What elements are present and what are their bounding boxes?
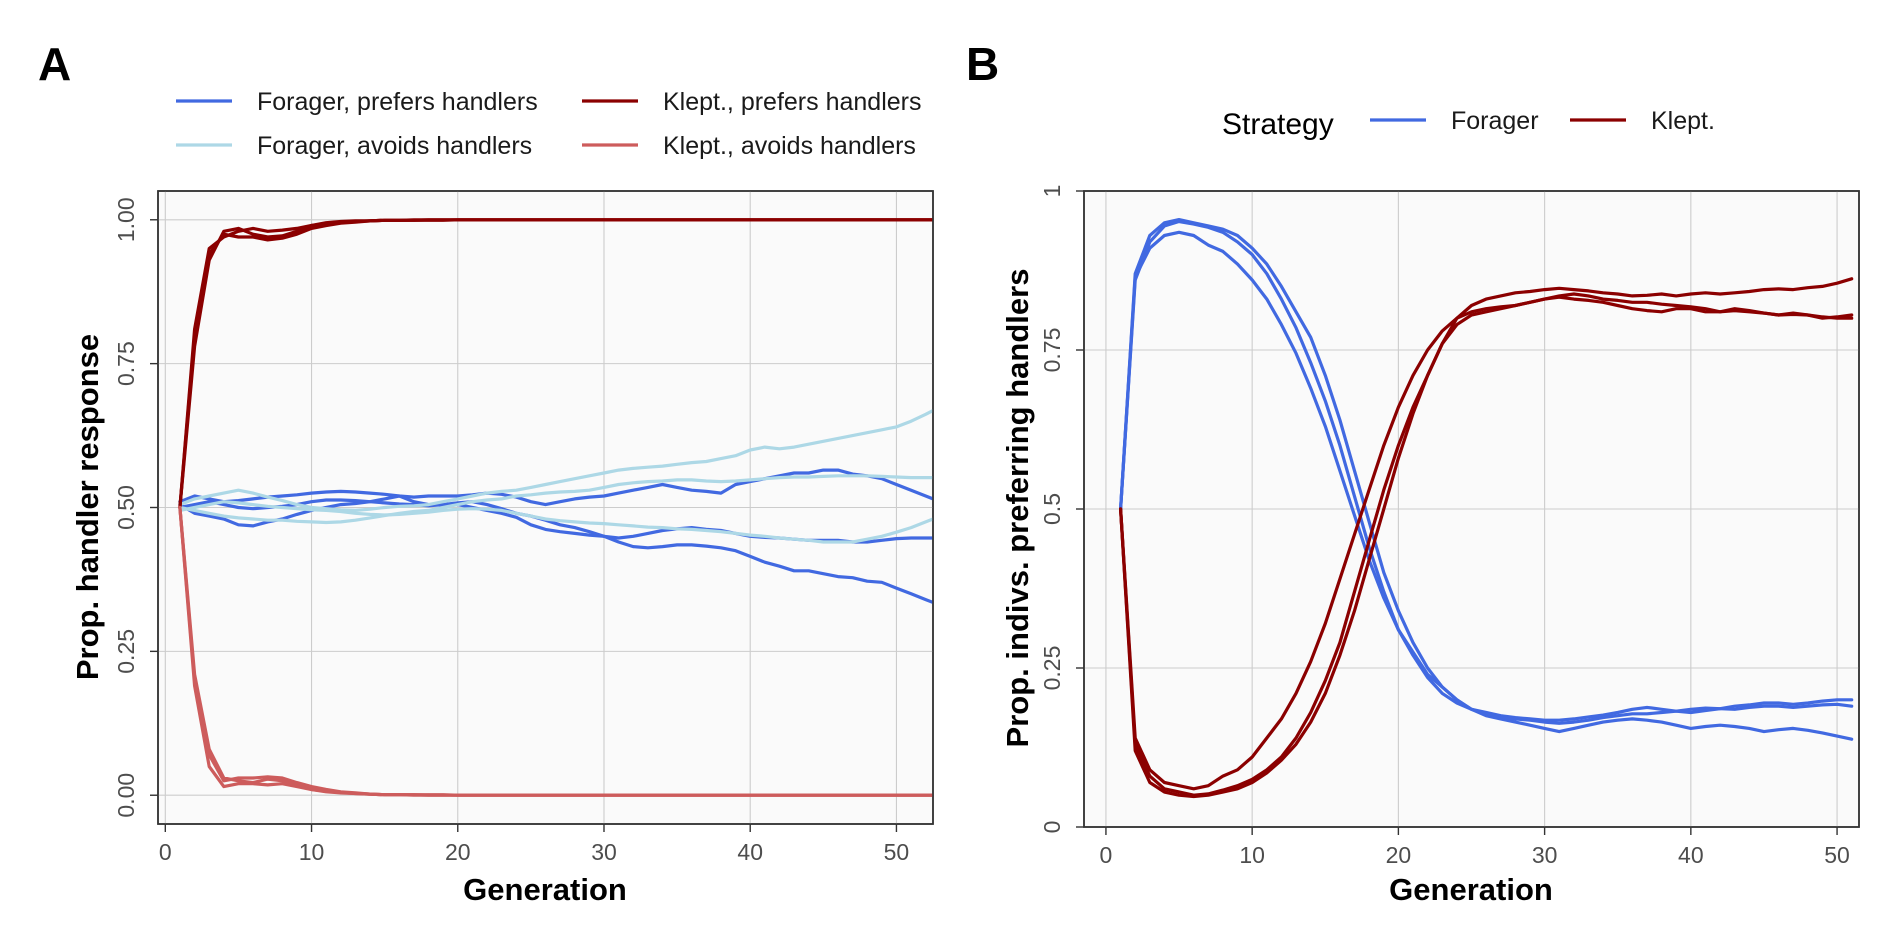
series-line-b-3 (1118, 277, 1854, 797)
panel-a: A Forager, prefers handlers Forager, avo… (38, 38, 934, 907)
series-line-a-0 (178, 468, 933, 507)
series-line-b-0 (1118, 218, 1854, 741)
legend-a-label-klept-prefers: Klept., prefers handlers (663, 88, 921, 116)
x-axis-ticks-b: 0 10 20 30 40 50 (1100, 827, 1850, 868)
y-tick-label-b-3: 0.75 (1039, 328, 1065, 373)
series-line-a-8 (178, 218, 933, 510)
x-tick-label-a-1: 10 (299, 839, 325, 865)
series-line-b-5 (1118, 292, 1854, 799)
legend-a-label-forager-prefers: Forager, prefers handlers (257, 88, 538, 116)
series-line-a-5 (178, 500, 933, 544)
x-tick-label-b-4: 40 (1678, 842, 1704, 868)
y-tick-label-b-1: 0.25 (1039, 646, 1065, 691)
series-a (178, 218, 933, 797)
x-tick-label-a-2: 20 (445, 839, 471, 865)
legend-b-label-klept: Klept. (1651, 107, 1715, 135)
x-tick-label-b-5: 50 (1824, 842, 1850, 868)
x-tick-label-a-4: 40 (737, 839, 763, 865)
legend-b-label-forager: Forager (1451, 107, 1539, 135)
legend-b: Strategy Forager Klept. (1222, 107, 1715, 141)
series-b (1118, 218, 1854, 799)
legend-a-label-forager-avoids: Forager, avoids handlers (257, 132, 532, 160)
y-axis-ticks-a: 0.00 0.25 0.50 0.75 1.00 (113, 197, 158, 818)
y-tick-label-a-4: 1.00 (113, 197, 139, 242)
y-axis-title-b: Prop. indivs. preferring handlers (1000, 269, 1035, 748)
legend-b-title: Strategy (1222, 108, 1334, 141)
x-tick-label-b-3: 30 (1532, 842, 1558, 868)
y-tick-label-a-2: 0.50 (113, 485, 139, 530)
series-line-a-2 (178, 498, 933, 605)
x-tick-label-a-0: 0 (159, 839, 172, 865)
series-line-b-2 (1118, 230, 1854, 725)
series-line-a-11 (178, 505, 933, 797)
panel-b-letter: B (966, 38, 999, 90)
y-tick-label-b-0: 0 (1039, 821, 1065, 834)
x-tick-label-b-1: 10 (1239, 842, 1265, 868)
x-tick-label-b-2: 20 (1386, 842, 1412, 868)
panel-a-letter: A (38, 38, 71, 90)
y-tick-label-a-3: 0.75 (113, 341, 139, 386)
legend-a: Forager, prefers handlers Forager, avoid… (176, 88, 921, 160)
legend-a-label-klept-avoids: Klept., avoids handlers (663, 132, 916, 160)
x-tick-label-a-3: 30 (591, 839, 617, 865)
y-axis-ticks-b: 0 0.25 0.5 0.75 1 (1039, 185, 1084, 834)
y-tick-label-b-4: 1 (1039, 185, 1065, 198)
x-axis-ticks-a: 0 10 20 30 40 50 (159, 824, 909, 865)
x-axis-title-a: Generation (463, 872, 627, 907)
series-line-a-4 (178, 474, 933, 525)
y-tick-label-a-1: 0.25 (113, 629, 139, 674)
x-tick-label-b-0: 0 (1100, 842, 1113, 868)
y-axis-title-a: Prop. handler response (70, 334, 105, 680)
x-tick-label-a-5: 50 (884, 839, 910, 865)
y-tick-label-b-2: 0.5 (1039, 493, 1065, 525)
y-tick-label-a-0: 0.00 (113, 773, 139, 818)
panel-b: B Strategy Forager Klept. 0 10 20 30 40 50 00… (966, 38, 1860, 907)
series-line-a-3 (178, 408, 933, 512)
x-axis-title-b: Generation (1389, 872, 1553, 907)
